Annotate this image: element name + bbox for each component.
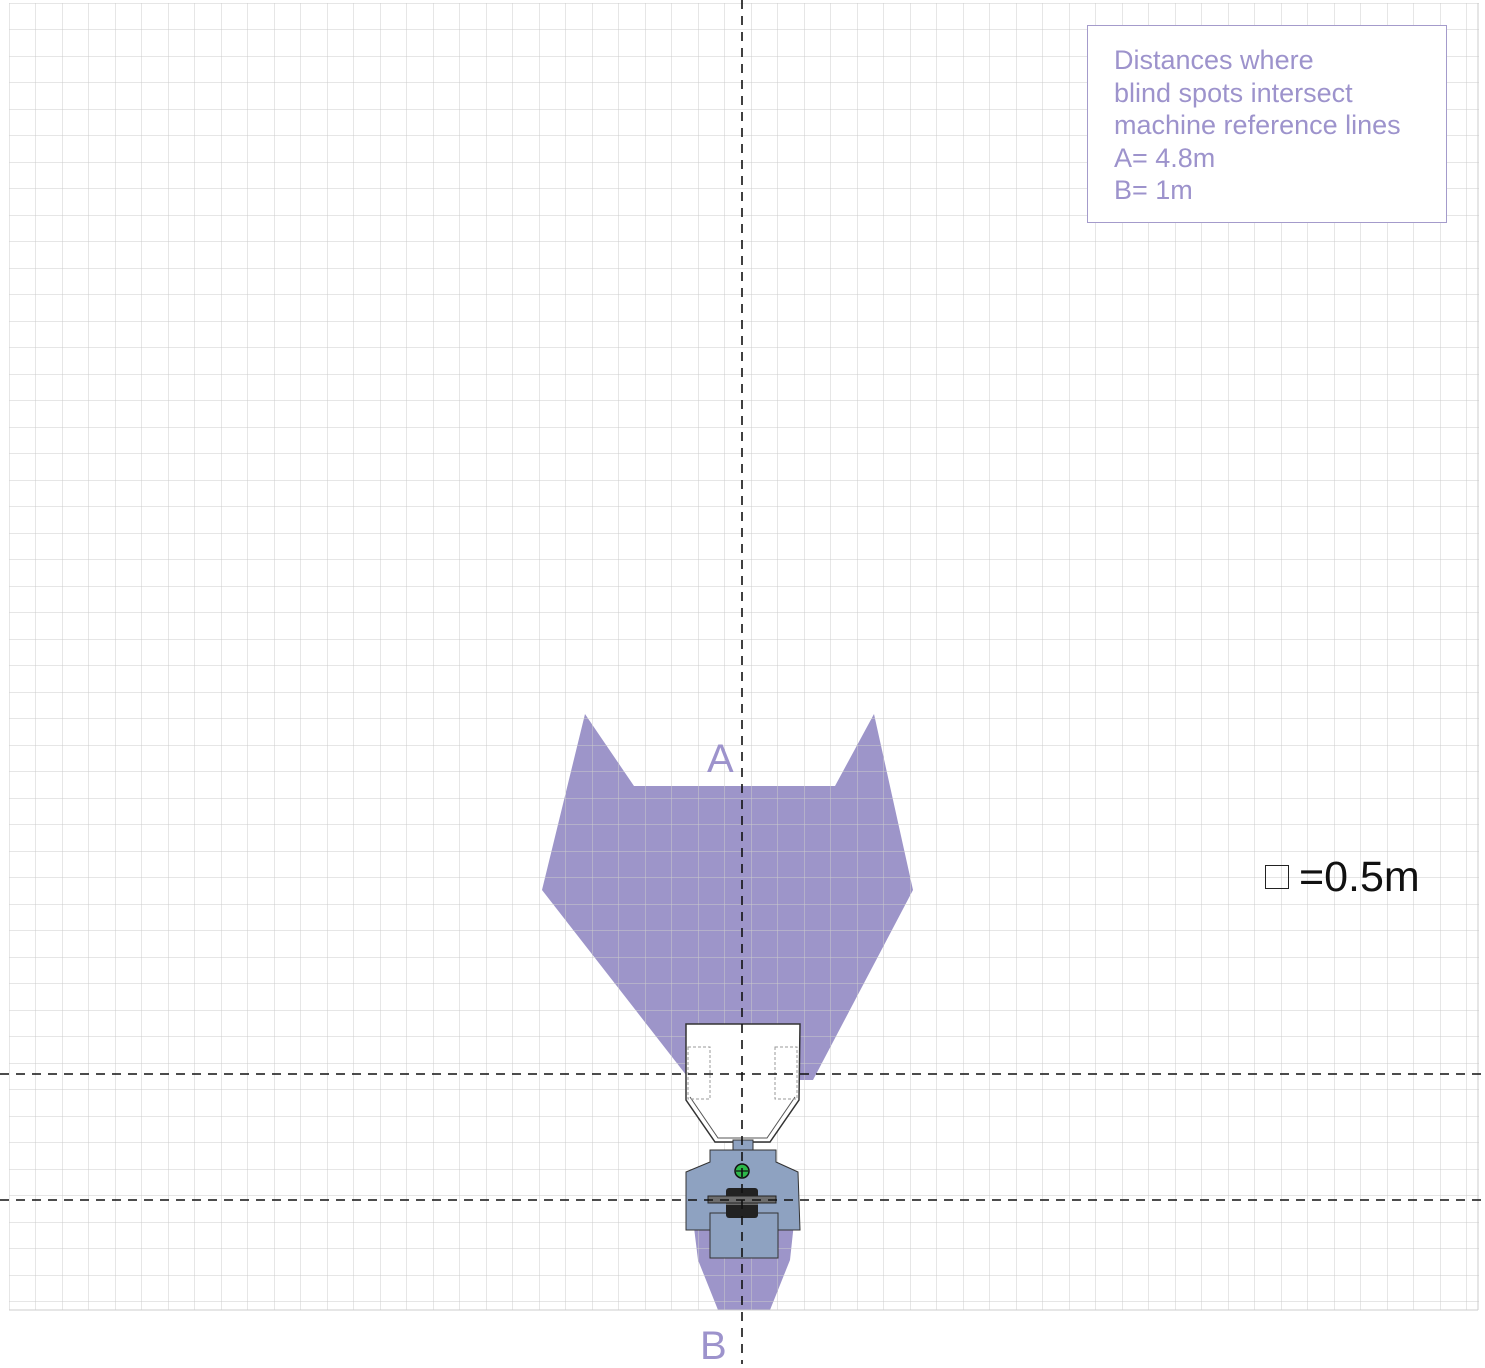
- bucket-right-slot: [774, 1046, 798, 1100]
- distances-info-box: Distances where blind spots intersect ma…: [1087, 25, 1447, 223]
- scale-legend-text: =0.5m: [1299, 852, 1420, 901]
- info-line-b: B= 1m: [1114, 175, 1193, 205]
- info-line-a: A= 4.8m: [1114, 142, 1216, 173]
- label-b: B: [700, 1324, 727, 1368]
- engine-cover: [709, 1212, 779, 1259]
- scale-legend: =0.5m: [1265, 852, 1420, 902]
- bucket-left-slot: [687, 1046, 711, 1100]
- label-a: A: [707, 737, 734, 781]
- grid-square-icon: [1265, 865, 1289, 889]
- info-line-3: machine reference lines: [1114, 110, 1401, 140]
- bucket: [685, 1023, 801, 1143]
- info-line-1: Distances where: [1114, 45, 1314, 75]
- machine: [685, 1023, 801, 1259]
- info-line-2: blind spots intersect: [1114, 77, 1353, 108]
